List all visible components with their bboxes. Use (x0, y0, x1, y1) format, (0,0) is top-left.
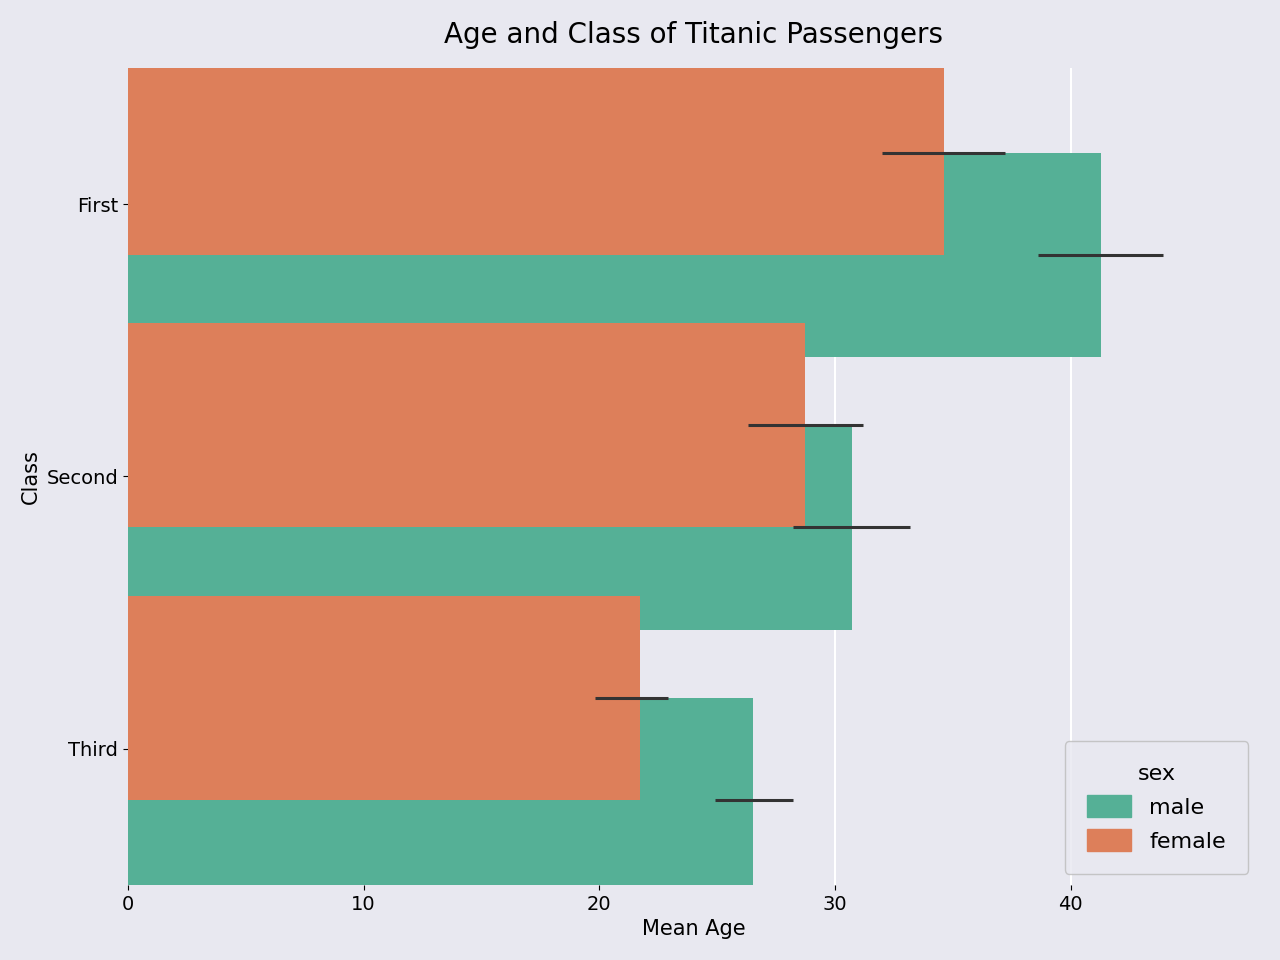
Title: Age and Class of Titanic Passengers: Age and Class of Titanic Passengers (444, 21, 943, 49)
Bar (128, 425, 852, 630)
Bar (128, 68, 1260, 340)
Bar (128, 51, 943, 255)
Legend: male, female: male, female (1065, 741, 1248, 874)
Bar (128, 153, 1101, 357)
Bar (128, 324, 805, 527)
X-axis label: Mean Age: Mean Age (641, 919, 745, 939)
Bar (128, 340, 1260, 612)
Y-axis label: Class: Class (20, 449, 41, 504)
Bar (128, 698, 753, 901)
Bar (128, 595, 640, 800)
Bar (128, 612, 1260, 885)
